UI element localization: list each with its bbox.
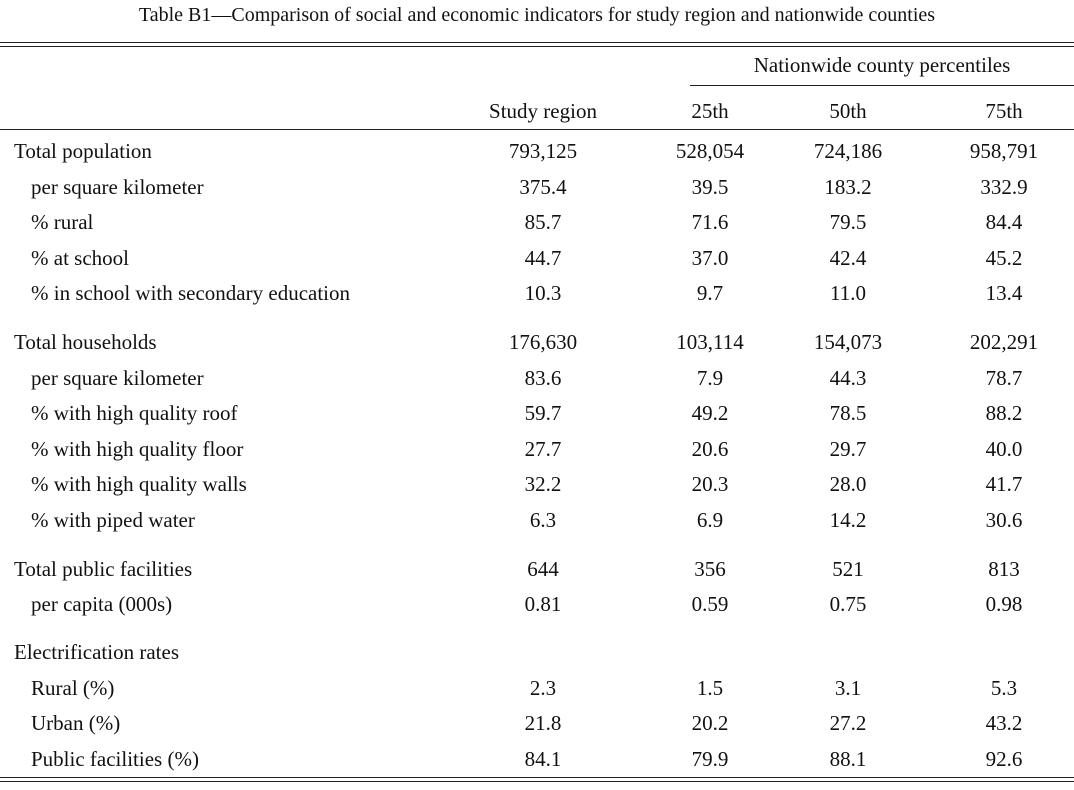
cell-study-region: 44.7	[524, 246, 562, 270]
cell-p25: 528,054	[675, 139, 745, 163]
cell-p75: 41.7	[985, 472, 1023, 496]
cell-p25: 9.7	[696, 281, 724, 305]
cell-p75: 813	[988, 557, 1020, 581]
cell-p50: 724,186	[813, 139, 883, 163]
row-label: % in school with secondary education	[31, 281, 350, 305]
row-label: Urban (%)	[31, 711, 121, 735]
bottom-rule-double	[0, 781, 1074, 782]
cell-p50: 154,073	[813, 330, 883, 354]
cell-p75: 78.7	[985, 366, 1023, 390]
cell-p75: 332.9	[980, 175, 1028, 199]
cell-p50: 27.2	[829, 711, 867, 735]
cell-p25: 49.2	[691, 401, 729, 425]
cell-p25: 79.9	[691, 747, 729, 771]
cell-p50: 42.4	[829, 246, 867, 270]
row-label: Total population	[14, 139, 152, 163]
cell-p50: 44.3	[829, 366, 867, 390]
cell-p75: 30.6	[985, 508, 1023, 532]
cell-p25: 7.9	[696, 366, 724, 390]
column-header-75th: 75th	[985, 99, 1023, 123]
cell-study-region: 2.3	[529, 676, 557, 700]
cell-p25: 356	[694, 557, 726, 581]
row-label: per square kilometer	[31, 175, 204, 199]
row-label: % rural	[31, 210, 94, 234]
cell-p50: 183.2	[824, 175, 872, 199]
row-label: % with piped water	[31, 508, 195, 532]
cell-p75: 5.3	[990, 676, 1018, 700]
row-label: % with high quality roof	[31, 401, 238, 425]
cell-p25: 20.2	[691, 711, 729, 735]
group-header: Nationwide county percentiles	[753, 53, 1011, 77]
cell-p25: 6.9	[696, 508, 724, 532]
row-label: % at school	[31, 246, 129, 270]
cell-study-region: 85.7	[524, 210, 562, 234]
cell-p50: 14.2	[829, 508, 867, 532]
column-header-25th: 25th	[691, 99, 729, 123]
cell-p75: 88.2	[985, 401, 1023, 425]
row-label: Public facilities (%)	[31, 747, 199, 771]
cell-p25: 20.6	[691, 437, 729, 461]
cell-p25: 20.3	[691, 472, 729, 496]
cell-study-region: 83.6	[524, 366, 562, 390]
cell-study-region: 6.3	[529, 508, 557, 532]
cell-study-region: 793,125	[508, 139, 578, 163]
cell-study-region: 10.3	[524, 281, 562, 305]
header-rule	[0, 129, 1074, 130]
row-label: per capita (000s)	[31, 592, 173, 616]
cell-p50: 521	[832, 557, 864, 581]
cell-p50: 88.1	[829, 747, 867, 771]
cell-p75: 40.0	[985, 437, 1023, 461]
cell-p75: 958,791	[969, 139, 1039, 163]
cell-study-region: 84.1	[524, 747, 562, 771]
top-rule-double	[0, 46, 1074, 47]
cell-p75: 45.2	[985, 246, 1023, 270]
cell-p75: 92.6	[985, 747, 1023, 771]
cell-p50: 79.5	[829, 210, 867, 234]
row-label: per square kilometer	[31, 366, 204, 390]
column-header-study-region: Study region	[489, 99, 597, 123]
cell-p25: 39.5	[691, 175, 729, 199]
cell-p50: 0.75	[829, 592, 867, 616]
row-label: % with high quality floor	[31, 437, 244, 461]
cell-p25: 0.59	[691, 592, 729, 616]
cell-p50: 78.5	[829, 401, 867, 425]
cell-p25: 103,114	[676, 330, 744, 354]
cell-study-region: 59.7	[524, 401, 562, 425]
cell-p75: 84.4	[985, 210, 1023, 234]
table-caption: Table B1—Comparison of social and econom…	[138, 4, 936, 26]
cell-p75: 43.2	[985, 711, 1023, 735]
row-label: Rural (%)	[31, 676, 115, 700]
cell-study-region: 375.4	[519, 175, 567, 199]
cell-study-region: 644	[527, 557, 559, 581]
cell-p25: 1.5	[696, 676, 724, 700]
cell-study-region: 0.81	[524, 592, 562, 616]
cell-study-region: 176,630	[508, 330, 578, 354]
cell-study-region: 32.2	[524, 472, 562, 496]
cell-study-region: 27.7	[524, 437, 562, 461]
row-label: % with high quality walls	[31, 472, 247, 496]
cell-study-region: 21.8	[524, 711, 562, 735]
column-header-50th: 50th	[829, 99, 867, 123]
cell-p50: 29.7	[829, 437, 867, 461]
bottom-rule	[0, 777, 1074, 778]
cell-p75: 0.98	[985, 592, 1023, 616]
cell-p50: 11.0	[830, 281, 866, 305]
cell-p50: 3.1	[834, 676, 862, 700]
cell-p75: 13.4	[985, 281, 1023, 305]
top-rule	[0, 42, 1074, 43]
cell-p25: 37.0	[691, 246, 729, 270]
row-label: Total households	[14, 330, 157, 354]
cell-p75: 202,291	[969, 330, 1039, 354]
row-label: Total public facilities	[14, 557, 193, 581]
row-label: Electrification rates	[14, 640, 179, 664]
cell-p50: 28.0	[829, 472, 867, 496]
group-header-rule	[690, 85, 1074, 86]
cell-p25: 71.6	[691, 210, 729, 234]
